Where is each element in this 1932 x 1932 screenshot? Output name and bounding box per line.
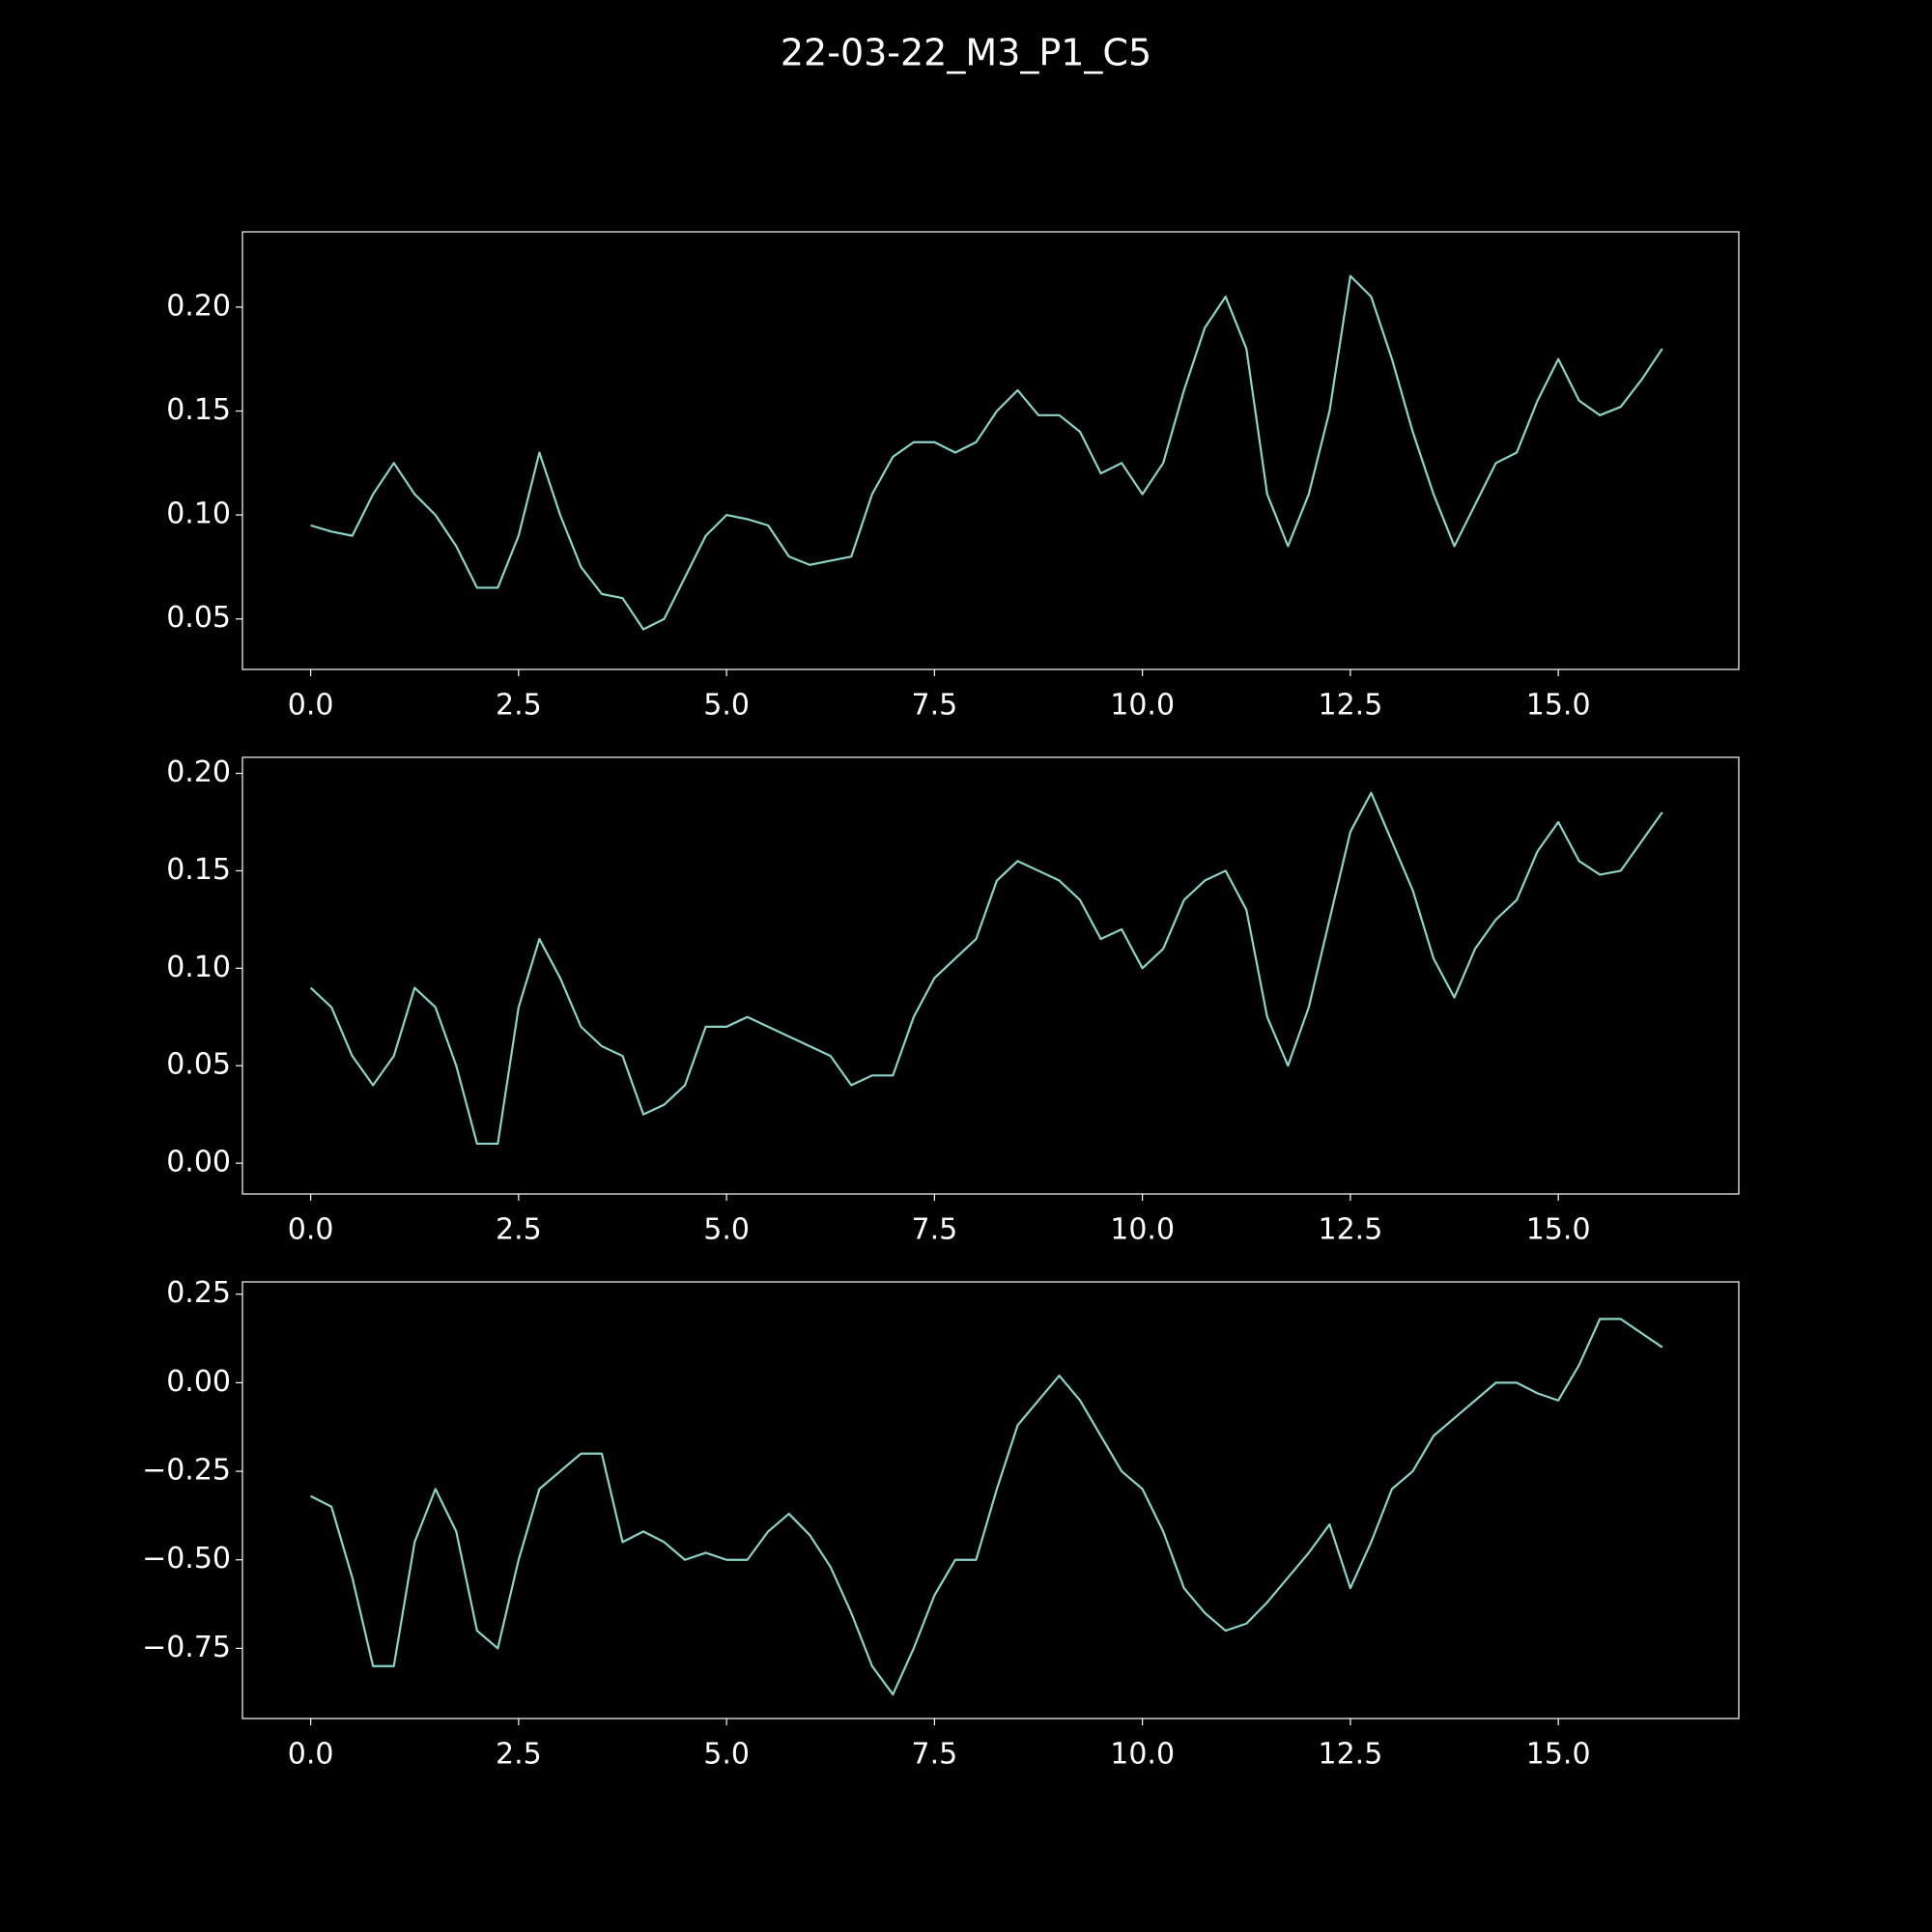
data-line — [310, 274, 1663, 631]
x-tick-label: 7.5 — [912, 1213, 958, 1247]
y-tick-label: −0.75 — [142, 1631, 231, 1664]
y-tick-label: 0.00 — [166, 1365, 231, 1399]
x-tick-label: 0.0 — [288, 1213, 334, 1247]
y-tick-label: 0.10 — [166, 497, 231, 531]
x-tick-label: 0.0 — [288, 1738, 334, 1772]
y-tick-label: −0.50 — [142, 1542, 231, 1576]
x-tick-label: 5.0 — [703, 689, 750, 723]
y-tick-label: 0.20 — [166, 755, 231, 789]
y-tick-label: 0.15 — [166, 853, 231, 887]
y-tick-label: −0.25 — [142, 1454, 231, 1488]
x-tick-label: 7.5 — [912, 1738, 958, 1772]
x-tick-label: 12.5 — [1318, 689, 1382, 723]
data-line — [310, 1318, 1663, 1696]
x-tick-label: 10.0 — [1110, 1213, 1175, 1247]
x-tick-label: 5.0 — [703, 1213, 750, 1247]
data-line — [309, 791, 1663, 1146]
y-tick-label: 0.05 — [166, 601, 231, 635]
x-tick-label: 12.5 — [1318, 1738, 1382, 1772]
figure-title: 22-03-22_M3_P1_C5 — [781, 32, 1151, 74]
axes-frame — [242, 756, 1740, 1195]
x-tick-label: 15.0 — [1526, 689, 1591, 723]
x-tick-label: 5.0 — [703, 1738, 750, 1772]
y-tick-label: 0.20 — [166, 289, 231, 323]
x-tick-label: 2.5 — [496, 689, 542, 723]
y-tick-label: 0.15 — [166, 393, 231, 427]
x-tick-label: 10.0 — [1110, 689, 1175, 723]
y-tick-label: 0.05 — [166, 1048, 231, 1082]
x-tick-label: 2.5 — [496, 1213, 542, 1247]
y-tick-label: 0.10 — [166, 951, 231, 984]
x-tick-label: 10.0 — [1110, 1738, 1175, 1772]
axes-frame — [242, 1281, 1740, 1719]
axes-frame — [242, 231, 1740, 670]
x-tick-label: 7.5 — [912, 689, 958, 723]
y-tick-label: 0.25 — [166, 1276, 231, 1310]
x-tick-label: 15.0 — [1526, 1213, 1591, 1247]
x-tick-label: 15.0 — [1526, 1738, 1591, 1772]
y-tick-label: 0.00 — [166, 1146, 231, 1179]
x-tick-label: 0.0 — [288, 689, 334, 723]
x-tick-label: 12.5 — [1318, 1213, 1382, 1247]
x-tick-label: 2.5 — [496, 1738, 542, 1772]
